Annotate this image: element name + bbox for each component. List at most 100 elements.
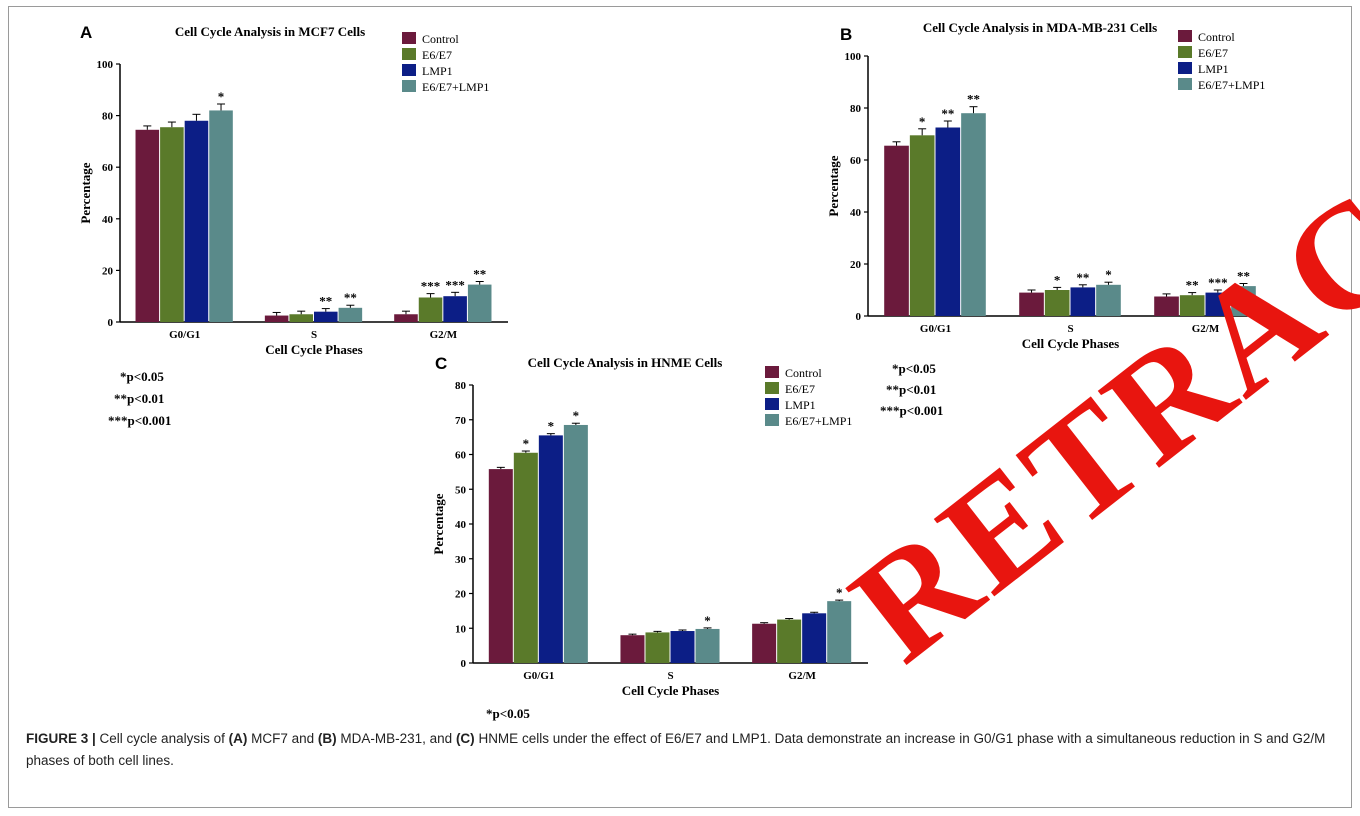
significance-marker: * (836, 585, 843, 600)
caption-text: MDA-MB-231, and (336, 731, 456, 746)
bar (209, 110, 233, 322)
bar (1096, 284, 1121, 316)
significance-legend-b: *p<0.05 **p<0.01 ***p<0.001 (880, 358, 943, 421)
panel-letter: A (80, 23, 92, 42)
legend-swatch (765, 398, 779, 410)
y-tick-label: 0 (461, 658, 467, 670)
bar (467, 284, 492, 322)
y-tick-label: 70 (455, 415, 467, 427)
significance-legend-c: *p<0.05 (486, 706, 530, 722)
legend-swatch (402, 48, 416, 60)
bar (670, 631, 695, 663)
bar (802, 613, 827, 663)
legend-swatch (1178, 30, 1192, 42)
bar (935, 127, 961, 316)
y-tick-label: 100 (97, 59, 114, 71)
x-tick-label: G2/M (430, 329, 458, 341)
legend-swatch (765, 414, 779, 426)
legend-swatch (765, 366, 779, 378)
bar (1070, 287, 1096, 316)
sig-line: *p<0.05 (120, 369, 164, 384)
y-tick-label: 10 (455, 623, 467, 635)
bar (1019, 292, 1044, 316)
y-tick-label: 60 (455, 450, 467, 462)
caption-text: Cell cycle analysis of (95, 731, 229, 746)
bar (289, 314, 313, 322)
bar (394, 314, 418, 322)
y-tick-label: 20 (850, 259, 862, 271)
legend-label: Control (785, 366, 822, 380)
y-tick-label: 50 (455, 484, 467, 496)
x-tick-label: G0/G1 (920, 323, 951, 335)
bar (1231, 286, 1256, 316)
y-tick-label: 0 (108, 317, 114, 329)
y-tick-label: 40 (102, 214, 114, 226)
significance-marker: *** (445, 277, 465, 292)
legend-swatch (1178, 78, 1192, 90)
caption-ref-c: (C) (455, 731, 475, 746)
bar (909, 135, 935, 316)
sig-line: ***p<0.001 (880, 403, 944, 418)
legend-label: E6/E7 (1198, 46, 1228, 60)
significance-marker: ** (1237, 269, 1250, 284)
legend-label: E6/E7+LMP1 (1198, 78, 1265, 92)
legend-swatch (402, 32, 416, 44)
y-axis-label: Percentage (826, 155, 841, 216)
significance-marker: * (704, 613, 711, 628)
bar (443, 296, 467, 322)
legend-swatch (765, 382, 779, 394)
legend-label: E6/E7+LMP1 (422, 80, 489, 94)
significance-marker: * (573, 408, 580, 423)
bar (752, 623, 777, 663)
chart-title: Cell Cycle Analysis in HNME Cells (528, 355, 723, 370)
significance-marker: * (1054, 272, 1061, 287)
bar (1154, 296, 1179, 316)
y-axis-label: Percentage (78, 162, 93, 223)
legend-label: E6/E7 (422, 48, 452, 62)
chart-b: B Cell Cycle Analysis in MDA-MB-231 Cells… (826, 20, 1273, 351)
panel-letter: C (435, 354, 447, 373)
x-axis-label: Cell Cycle Phases (1022, 336, 1119, 351)
y-tick-label: 40 (455, 519, 467, 531)
y-axis-label: Percentage (431, 493, 446, 554)
bar (695, 628, 720, 663)
x-tick-label: S (311, 329, 317, 341)
legend-swatch (402, 64, 416, 76)
bar (884, 145, 909, 316)
bar (961, 113, 986, 316)
significance-marker: * (1105, 267, 1112, 282)
bar (620, 635, 645, 663)
significance-marker: ** (1076, 270, 1089, 285)
y-tick-label: 100 (845, 51, 862, 63)
bar (827, 601, 852, 663)
x-axis-label: Cell Cycle Phases (622, 683, 719, 698)
y-tick-label: 60 (850, 155, 862, 167)
caption-text: HNME cells under the effect of E6/E7 and… (26, 731, 1326, 768)
significance-marker: ** (344, 290, 357, 305)
chart-title: Cell Cycle Analysis in MCF7 Cells (175, 24, 365, 39)
sig-line: **p<0.01 (886, 382, 937, 397)
x-tick-label: S (1067, 323, 1073, 335)
chart-a: A Cell Cycle Analysis in MCF7 Cells 0 20 40 6… (78, 23, 508, 357)
bar (513, 452, 538, 663)
significance-marker: ** (319, 294, 332, 309)
significance-marker: * (548, 419, 555, 434)
legend-label: E6/E7+LMP1 (785, 414, 852, 428)
x-tick-label: S (667, 670, 673, 682)
bar (314, 311, 338, 322)
significance-marker: *** (1208, 275, 1228, 290)
legend-label: LMP1 (1198, 62, 1229, 76)
y-tick-label: 60 (102, 162, 114, 174)
panel-letter: B (840, 25, 852, 44)
bar (1205, 292, 1231, 316)
caption-text: MCF7 and (247, 731, 318, 746)
caption-label: FIGURE 3 | (26, 731, 96, 746)
y-tick-label: 30 (455, 554, 467, 566)
x-tick-label: G2/M (788, 670, 816, 682)
y-tick-label: 40 (850, 207, 862, 219)
bar (488, 469, 513, 663)
figure-frame (8, 6, 1352, 808)
significance-marker: ** (1186, 278, 1199, 293)
figure-caption: FIGURE 3 | Cell cycle analysis of (A) MC… (26, 728, 1336, 772)
y-tick-label: 0 (856, 311, 862, 323)
